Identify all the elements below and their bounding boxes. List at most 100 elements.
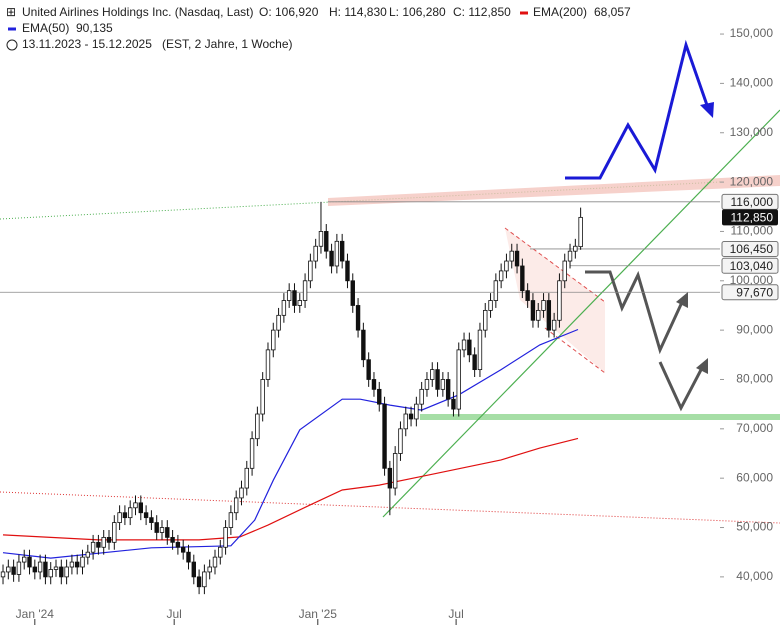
candle-body bbox=[339, 240, 345, 262]
y-tick-label: 50,000 bbox=[736, 520, 773, 534]
x-tick-label: Jan '25 bbox=[299, 607, 338, 621]
price-badge bbox=[721, 284, 779, 301]
candle-body bbox=[37, 561, 43, 573]
drawings bbox=[0, 39, 780, 524]
candle-body bbox=[117, 512, 122, 523]
candle-body bbox=[377, 388, 382, 405]
candle-body bbox=[6, 566, 11, 573]
candle-body bbox=[159, 527, 165, 533]
candle-body bbox=[80, 556, 85, 568]
candle-body bbox=[11, 566, 16, 575]
candle-body bbox=[218, 546, 223, 558]
candle-body bbox=[244, 467, 249, 489]
candle-body bbox=[435, 369, 440, 390]
chart-title: United Airlines Holdings Inc. (Nasdaq, L… bbox=[22, 5, 253, 19]
legend-value: 90,135 bbox=[76, 21, 113, 35]
candle-body bbox=[276, 314, 281, 331]
candle-body bbox=[149, 517, 154, 523]
price-badge bbox=[721, 240, 779, 257]
icon: ⊞ bbox=[6, 5, 16, 19]
candle-body bbox=[175, 541, 181, 548]
ohlc-text: L: 106,280 bbox=[389, 5, 446, 19]
candle-body bbox=[233, 497, 239, 514]
candle-body bbox=[477, 329, 483, 371]
candle-body bbox=[551, 319, 557, 331]
candle-body bbox=[265, 349, 271, 380]
candle-body bbox=[541, 300, 546, 311]
candle-body bbox=[451, 398, 456, 410]
price-badge bbox=[721, 193, 779, 210]
channel-line bbox=[544, 327, 606, 374]
candle-body bbox=[223, 527, 228, 548]
candle-body bbox=[297, 300, 302, 306]
y-tick-label: 60,000 bbox=[736, 470, 773, 484]
y-tick-label: 150,000 bbox=[730, 26, 774, 40]
channel bbox=[505, 228, 605, 373]
candle-body bbox=[260, 379, 265, 415]
candle-body bbox=[122, 512, 128, 519]
candle-body bbox=[191, 561, 196, 578]
candle-body bbox=[350, 280, 355, 306]
y-tick-label: 40,000 bbox=[736, 569, 773, 583]
scenario-arrow bbox=[658, 361, 705, 412]
candle-body bbox=[557, 280, 562, 321]
candle-body bbox=[106, 536, 112, 543]
candle-body bbox=[53, 566, 59, 570]
y-tick-label: 110,000 bbox=[731, 224, 774, 238]
candle-body bbox=[430, 369, 435, 380]
x-tick-label: Jan '24 bbox=[16, 607, 55, 621]
candle-body bbox=[334, 240, 340, 267]
candle-body bbox=[154, 522, 159, 533]
candle-body bbox=[292, 290, 297, 306]
y-tick-label: 70,000 bbox=[736, 421, 773, 435]
candle-body bbox=[212, 556, 218, 568]
candle-body bbox=[392, 453, 398, 489]
candle-body bbox=[483, 309, 488, 331]
resistance-band bbox=[328, 175, 780, 206]
candle-body bbox=[403, 413, 408, 430]
candle-body bbox=[440, 379, 446, 390]
candle-body bbox=[398, 428, 403, 454]
candle-body bbox=[196, 576, 202, 588]
header: ⊞ United Airlines Holdings Inc. (Nasdaq,… bbox=[6, 5, 631, 51]
scenario-arrow bbox=[585, 270, 685, 355]
y-tick-label: 140,000 bbox=[730, 76, 774, 90]
clock-icon bbox=[6, 39, 18, 51]
y-tick-label: 100,000 bbox=[730, 273, 774, 287]
candle-body bbox=[493, 280, 499, 301]
price-label: 116,000 bbox=[731, 195, 774, 209]
candle-body bbox=[0, 571, 6, 578]
candle-body bbox=[514, 250, 520, 267]
y-tick-label: 120,000 bbox=[730, 174, 774, 188]
scenario-arrow bbox=[565, 39, 710, 180]
price-label: 97,670 bbox=[736, 285, 773, 299]
y-tick-label: 90,000 bbox=[736, 322, 773, 336]
candle-body bbox=[32, 566, 38, 573]
candle-body bbox=[424, 379, 430, 390]
candle-body bbox=[69, 561, 75, 568]
period: 13.11.2023 - 15.12.2025 bbox=[22, 37, 152, 51]
candle-body bbox=[472, 354, 477, 371]
candle-body bbox=[281, 300, 287, 316]
x-tick-label: Jul bbox=[448, 607, 463, 621]
candle-body bbox=[128, 507, 133, 519]
candle-body bbox=[143, 512, 149, 519]
candle-body bbox=[228, 512, 234, 528]
candle-body bbox=[85, 551, 91, 558]
candle-body bbox=[27, 556, 32, 568]
candle-body bbox=[180, 546, 186, 553]
last-price-badge bbox=[722, 209, 778, 226]
candle-body bbox=[530, 300, 536, 321]
candle-body bbox=[324, 231, 329, 252]
candle-body bbox=[461, 339, 467, 351]
last-price-label: 112,850 bbox=[731, 211, 774, 225]
candle-body bbox=[112, 522, 117, 543]
candle-body bbox=[408, 413, 414, 420]
candle-body bbox=[249, 438, 255, 469]
candle-body bbox=[329, 250, 334, 267]
candle-body bbox=[138, 502, 143, 514]
marks bbox=[0, 201, 720, 595]
candle-body bbox=[43, 561, 48, 578]
